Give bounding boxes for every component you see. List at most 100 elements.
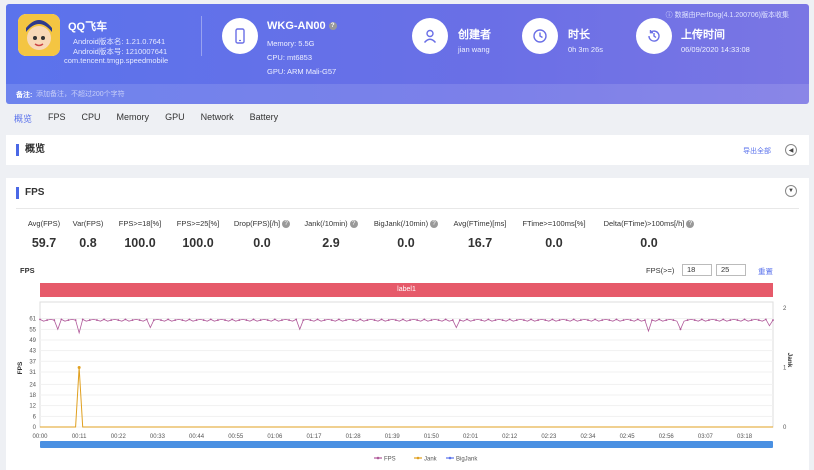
metric-value: 0.0: [397, 236, 415, 250]
fps-point: [515, 319, 518, 321]
fps-point: [74, 319, 77, 321]
fps-point: [152, 319, 155, 321]
y-tick-label: 18: [29, 393, 36, 399]
fps-point: [458, 319, 461, 321]
fps-point: [53, 319, 56, 321]
fps-point: [217, 319, 219, 321]
fps-point: [729, 319, 732, 321]
fps-series-line: [39, 318, 774, 335]
y-tick-label: 37: [29, 359, 36, 365]
fps-point: [565, 319, 568, 321]
chart-title: FPS: [20, 266, 35, 275]
fps-point: [715, 319, 717, 321]
y-right-tick-label: 1: [783, 366, 787, 372]
y-right-axis-label: Jank: [786, 353, 793, 368]
fps-point: [423, 318, 426, 321]
fps-point: [295, 318, 298, 321]
fps-point: [558, 319, 561, 321]
fps-point: [131, 319, 134, 321]
fps-point: [67, 319, 70, 321]
fps-point: [608, 319, 611, 321]
fps-point: [430, 319, 433, 321]
fps-point: [323, 319, 326, 321]
fps-separator: [16, 208, 799, 209]
x-tick-label: 00:11: [72, 434, 87, 440]
expand-down-icon[interactable]: ▼: [785, 185, 797, 197]
fps-point: [103, 318, 105, 321]
fps-point: [231, 318, 234, 321]
fps-point: [160, 319, 162, 321]
x-tick-label: 01:06: [267, 434, 283, 440]
y-right-tick-label: 0: [783, 425, 787, 431]
export-all-button[interactable]: 导出全部: [743, 148, 771, 155]
help-icon[interactable]: ?: [349, 220, 358, 229]
x-tick-label: 01:28: [346, 434, 362, 440]
fps-point: [124, 318, 127, 321]
legend-marker: [448, 456, 452, 460]
tab-battery[interactable]: Battery: [249, 112, 279, 122]
fps-point: [636, 318, 639, 321]
history-icon: [636, 18, 672, 54]
phone-icon: [222, 18, 258, 54]
fps-point: [281, 319, 283, 321]
x-tick-label: 01:50: [424, 434, 440, 440]
metric-label: Drop(FPS)[/h]?: [227, 219, 297, 229]
help-icon[interactable]: ?: [282, 220, 291, 229]
fps-point: [622, 319, 625, 321]
fps-point: [708, 319, 710, 321]
fps-point: [252, 318, 255, 321]
fps-threshold-1-input[interactable]: 18: [682, 264, 712, 276]
tab-cpu[interactable]: CPU: [81, 112, 101, 122]
tab-gpu[interactable]: GPU: [165, 112, 185, 122]
fps-point: [736, 319, 739, 321]
fps-point: [387, 319, 390, 321]
fps-point: [601, 319, 604, 321]
note-label: 备注:: [16, 92, 33, 99]
fps-point: [651, 319, 653, 321]
metric-label: Avg(FTime)[ms]: [453, 219, 507, 228]
fps-point: [473, 319, 476, 321]
fps-point: [39, 318, 41, 321]
metric-value: 100.0: [182, 236, 214, 250]
device-gpu: GPU: ARM Mali-G57: [267, 67, 337, 76]
tab-memory[interactable]: Memory: [116, 112, 150, 122]
tab-overview[interactable]: 概览: [14, 114, 33, 124]
help-icon[interactable]: ?: [430, 220, 439, 229]
fps-point: [195, 319, 198, 321]
x-tick-label: 00:55: [228, 434, 244, 440]
metric-value: 59.7: [31, 236, 57, 250]
metric-value: 0.8: [79, 236, 97, 250]
metric-label: FPS>=18[%]: [118, 219, 162, 228]
metric-label: FPS>=25[%]: [176, 219, 220, 228]
fps-point: [366, 319, 369, 321]
tab-network[interactable]: Network: [200, 112, 234, 122]
help-icon[interactable]: ?: [686, 220, 695, 229]
fps-point: [743, 318, 746, 321]
x-tick-label: 00:00: [32, 434, 48, 440]
fps-point: [309, 319, 312, 321]
x-tick-label: 02:45: [620, 434, 636, 440]
reset-button[interactable]: 重置: [758, 267, 773, 276]
y-tick-label: 49: [29, 338, 36, 344]
device-model: WKG-AN00 ?: [267, 20, 337, 32]
fps-point: [60, 318, 63, 321]
fps-point: [480, 319, 483, 321]
y-tick-label: 61: [29, 317, 36, 323]
fps-point: [501, 319, 504, 321]
fps-point: [174, 319, 177, 321]
note-input[interactable]: 添加备注，不超过200个字符: [36, 91, 125, 98]
fps-point: [209, 318, 212, 321]
fps-point: [88, 319, 91, 321]
legend-label: Jank: [424, 457, 438, 463]
tab-fps[interactable]: FPS: [48, 112, 66, 122]
x-tick-label: 03:18: [737, 434, 753, 440]
collapse-left-icon[interactable]: ◀: [785, 144, 797, 156]
fps-point: [110, 319, 113, 321]
user-icon: [412, 18, 448, 54]
metric-label: Var(FPS): [72, 219, 104, 228]
fps-threshold-2-input[interactable]: 25: [716, 264, 746, 276]
fps-point: [96, 319, 98, 321]
metric-label: BigJank(/10min)?: [368, 219, 444, 229]
device-info-icon[interactable]: ?: [328, 22, 337, 31]
metric-value: 100.0: [124, 236, 156, 250]
